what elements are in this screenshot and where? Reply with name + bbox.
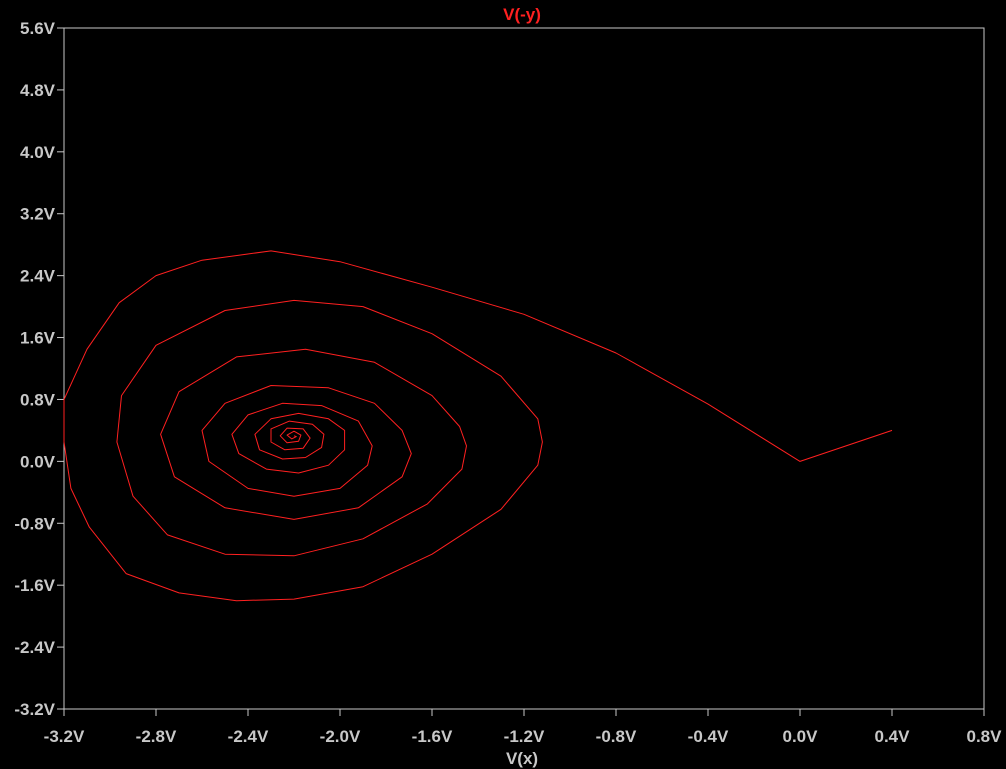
- x-axis-title: V(x): [506, 749, 538, 768]
- series-layer: [63, 250, 893, 602]
- y-tick-label: -1.6V: [14, 576, 55, 595]
- y-tick-label: 2.4V: [20, 267, 56, 286]
- x-tick-label: -2.4V: [228, 727, 269, 746]
- x-tick-label: -2.8V: [136, 727, 177, 746]
- x-tick-label: -3.2V: [44, 727, 85, 746]
- y-tick-label: -3.2V: [14, 700, 55, 719]
- x-tick-label: 0.0V: [783, 727, 819, 746]
- y-tick-label: 1.6V: [20, 329, 56, 348]
- x-tick-label: -2.0V: [320, 727, 361, 746]
- x-tick-label: -0.4V: [688, 727, 729, 746]
- series-title[interactable]: V(-y): [503, 5, 541, 24]
- y-tick-label: 3.2V: [20, 205, 56, 224]
- y-tick-label: 4.0V: [20, 143, 56, 162]
- y-tick-labels: 5.6V 4.8V 4.0V 3.2V 2.4V 1.6V 0.8V 0.0V -0.8V -1.…: [14, 19, 55, 719]
- y-tick-label: -2.4V: [14, 638, 55, 657]
- x-tick-label: 0.4V: [875, 727, 911, 746]
- y-tick-label: 5.6V: [20, 19, 56, 38]
- x-tick-label: -1.6V: [412, 727, 453, 746]
- x-tick-label: 0.8V: [967, 727, 1003, 746]
- y-tick-label: 4.8V: [20, 81, 56, 100]
- y-tick-label: 0.8V: [20, 390, 56, 409]
- y-tick-label: -0.8V: [14, 514, 55, 533]
- x-tick-label: -0.8V: [596, 727, 637, 746]
- y-tick-label: 0.0V: [20, 452, 56, 471]
- tick-marks: [57, 27, 985, 716]
- x-tick-labels: -3.2V -2.8V -2.4V -2.0V -1.6V -1.2V -0.8V -0.4V…: [44, 727, 1002, 746]
- x-tick-label: -1.2V: [504, 727, 545, 746]
- series-line-0: [63, 250, 893, 602]
